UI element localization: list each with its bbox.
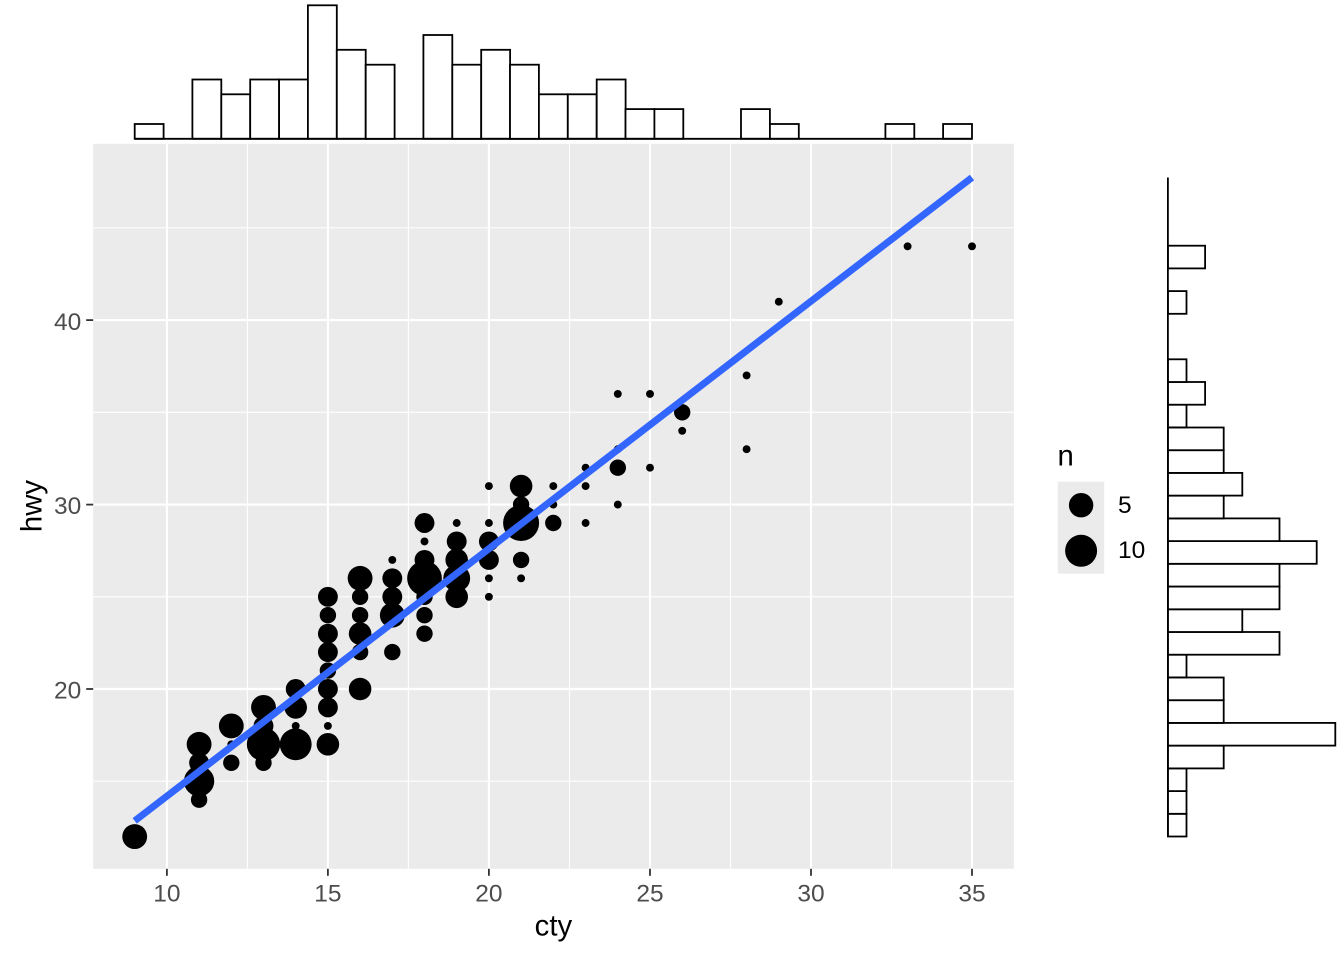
svg-text:10: 10 bbox=[153, 880, 180, 907]
svg-text:20: 20 bbox=[475, 880, 502, 907]
svg-text:25: 25 bbox=[636, 880, 663, 907]
svg-text:15: 15 bbox=[314, 880, 341, 907]
svg-text:30: 30 bbox=[54, 493, 81, 520]
svg-text:40: 40 bbox=[54, 309, 81, 336]
svg-text:20: 20 bbox=[54, 678, 81, 705]
svg-text:35: 35 bbox=[958, 880, 985, 907]
svg-text:n: n bbox=[1058, 440, 1074, 473]
svg-text:cty: cty bbox=[535, 910, 573, 943]
svg-text:30: 30 bbox=[797, 880, 824, 907]
svg-text:hwy: hwy bbox=[16, 480, 49, 532]
svg-text:10: 10 bbox=[1118, 537, 1145, 564]
svg-text:5: 5 bbox=[1118, 492, 1132, 519]
